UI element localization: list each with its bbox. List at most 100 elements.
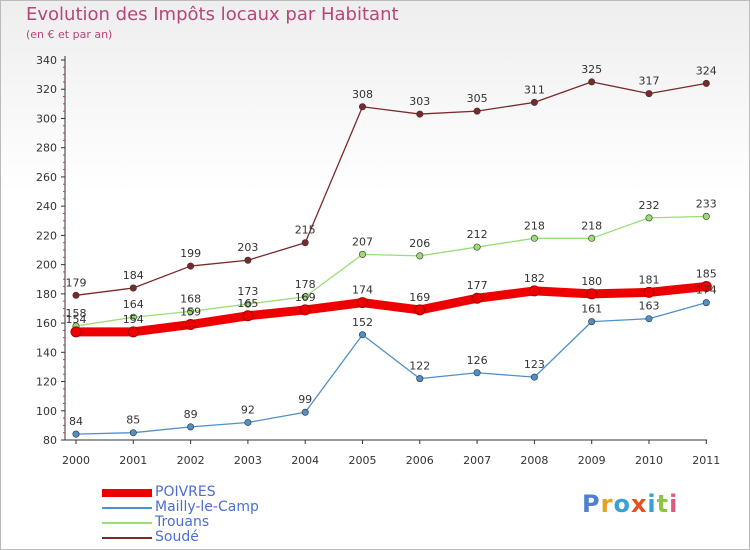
data-point bbox=[187, 262, 195, 270]
x-tick-label: 2006 bbox=[406, 454, 434, 467]
x-tick-label: 2010 bbox=[635, 454, 663, 467]
legend-swatch bbox=[102, 522, 152, 524]
data-label: 154 bbox=[66, 313, 87, 326]
y-tick-label: 200 bbox=[36, 259, 57, 272]
chart-title: Evolution des Impôts locaux par Habitant bbox=[26, 4, 399, 25]
series-line-3 bbox=[75, 81, 707, 296]
data-point bbox=[473, 243, 481, 251]
data-label: 163 bbox=[639, 300, 660, 313]
data-point bbox=[185, 319, 197, 331]
x-tick-label: 2004 bbox=[291, 454, 319, 467]
data-point bbox=[299, 304, 311, 316]
data-label: 177 bbox=[467, 279, 488, 292]
data-label: 165 bbox=[237, 297, 258, 310]
data-label: 126 bbox=[467, 354, 488, 367]
data-point bbox=[129, 313, 137, 321]
x-tick-label: 2001 bbox=[119, 454, 147, 467]
data-label: 206 bbox=[409, 237, 430, 250]
data-point bbox=[129, 284, 137, 292]
series-line-2 bbox=[75, 215, 707, 327]
data-label: 84 bbox=[69, 415, 83, 428]
data-label: 174 bbox=[352, 284, 373, 297]
data-label: 169 bbox=[295, 291, 316, 304]
legend-label: Trouans bbox=[155, 514, 210, 530]
data-label: 185 bbox=[696, 268, 717, 281]
data-point bbox=[416, 375, 424, 383]
y-tick-label: 280 bbox=[36, 142, 57, 155]
data-label: 181 bbox=[639, 273, 660, 286]
data-point bbox=[702, 79, 710, 87]
data-label: 325 bbox=[581, 63, 602, 76]
legend-swatch bbox=[102, 489, 152, 497]
data-label: 159 bbox=[180, 306, 201, 319]
x-tick-label: 2009 bbox=[578, 454, 606, 467]
y-tick-label: 180 bbox=[36, 288, 57, 301]
x-tick-label: 2011 bbox=[692, 454, 720, 467]
data-point bbox=[588, 318, 596, 326]
data-label: 168 bbox=[180, 292, 201, 305]
data-label: 173 bbox=[237, 285, 258, 298]
data-label: 305 bbox=[467, 92, 488, 105]
data-label: 199 bbox=[180, 247, 201, 260]
data-point bbox=[358, 103, 366, 111]
data-label: 122 bbox=[409, 360, 430, 373]
data-point bbox=[414, 304, 426, 316]
data-point bbox=[588, 234, 596, 242]
data-label: 311 bbox=[524, 83, 545, 96]
y-tick-label: 100 bbox=[36, 405, 57, 418]
x-tick-label: 2005 bbox=[349, 454, 377, 467]
data-label: 212 bbox=[467, 228, 488, 241]
data-point bbox=[530, 98, 538, 106]
data-label: 92 bbox=[241, 403, 255, 416]
y-tick-label: 300 bbox=[36, 112, 57, 125]
data-label: 164 bbox=[123, 298, 144, 311]
data-label: 308 bbox=[352, 88, 373, 101]
x-tick-label: 2007 bbox=[463, 454, 491, 467]
data-point bbox=[242, 310, 254, 322]
data-point bbox=[244, 418, 252, 426]
data-label: 184 bbox=[123, 269, 144, 282]
data-point bbox=[586, 288, 598, 300]
data-label: 233 bbox=[696, 197, 717, 210]
data-point bbox=[72, 291, 80, 299]
legend-swatch bbox=[102, 537, 152, 539]
x-tick-label: 2008 bbox=[520, 454, 548, 467]
data-label: 203 bbox=[237, 241, 258, 254]
logo-letter: o bbox=[613, 490, 631, 518]
logo-letter: t bbox=[656, 490, 670, 518]
series-line-1 bbox=[75, 301, 707, 435]
data-label: 158 bbox=[66, 307, 87, 320]
data-point bbox=[358, 331, 366, 339]
logo-letter: P bbox=[582, 490, 601, 518]
data-point bbox=[129, 429, 137, 437]
data-label: 123 bbox=[524, 358, 545, 371]
data-point bbox=[72, 430, 80, 438]
data-label: 218 bbox=[581, 219, 602, 232]
y-tick-label: 240 bbox=[36, 200, 57, 213]
data-point bbox=[127, 326, 139, 338]
data-point bbox=[244, 256, 252, 264]
data-label: 303 bbox=[409, 95, 430, 108]
y-tick-label: 340 bbox=[36, 54, 57, 67]
legend-swatch bbox=[102, 507, 152, 509]
data-point bbox=[645, 315, 653, 323]
y-tick-label: 220 bbox=[36, 229, 57, 242]
y-tick-label: 320 bbox=[36, 83, 57, 96]
data-point bbox=[528, 285, 540, 297]
x-tick-label: 2000 bbox=[62, 454, 90, 467]
data-label: 178 bbox=[295, 278, 316, 291]
data-label: 218 bbox=[524, 219, 545, 232]
data-label: 207 bbox=[352, 235, 373, 248]
data-label: 169 bbox=[409, 291, 430, 304]
y-tick-label: 140 bbox=[36, 346, 57, 359]
y-tick-label: 80 bbox=[43, 434, 57, 447]
data-label: 89 bbox=[184, 408, 198, 421]
data-label: 180 bbox=[581, 275, 602, 288]
data-point bbox=[70, 326, 82, 338]
logo-letter: x bbox=[630, 490, 648, 518]
proxiti-logo: Proxiti bbox=[582, 490, 678, 518]
series-line-0 bbox=[71, 282, 711, 337]
data-point bbox=[473, 107, 481, 115]
data-label: 232 bbox=[639, 199, 660, 212]
logo-letter: i bbox=[647, 490, 657, 518]
